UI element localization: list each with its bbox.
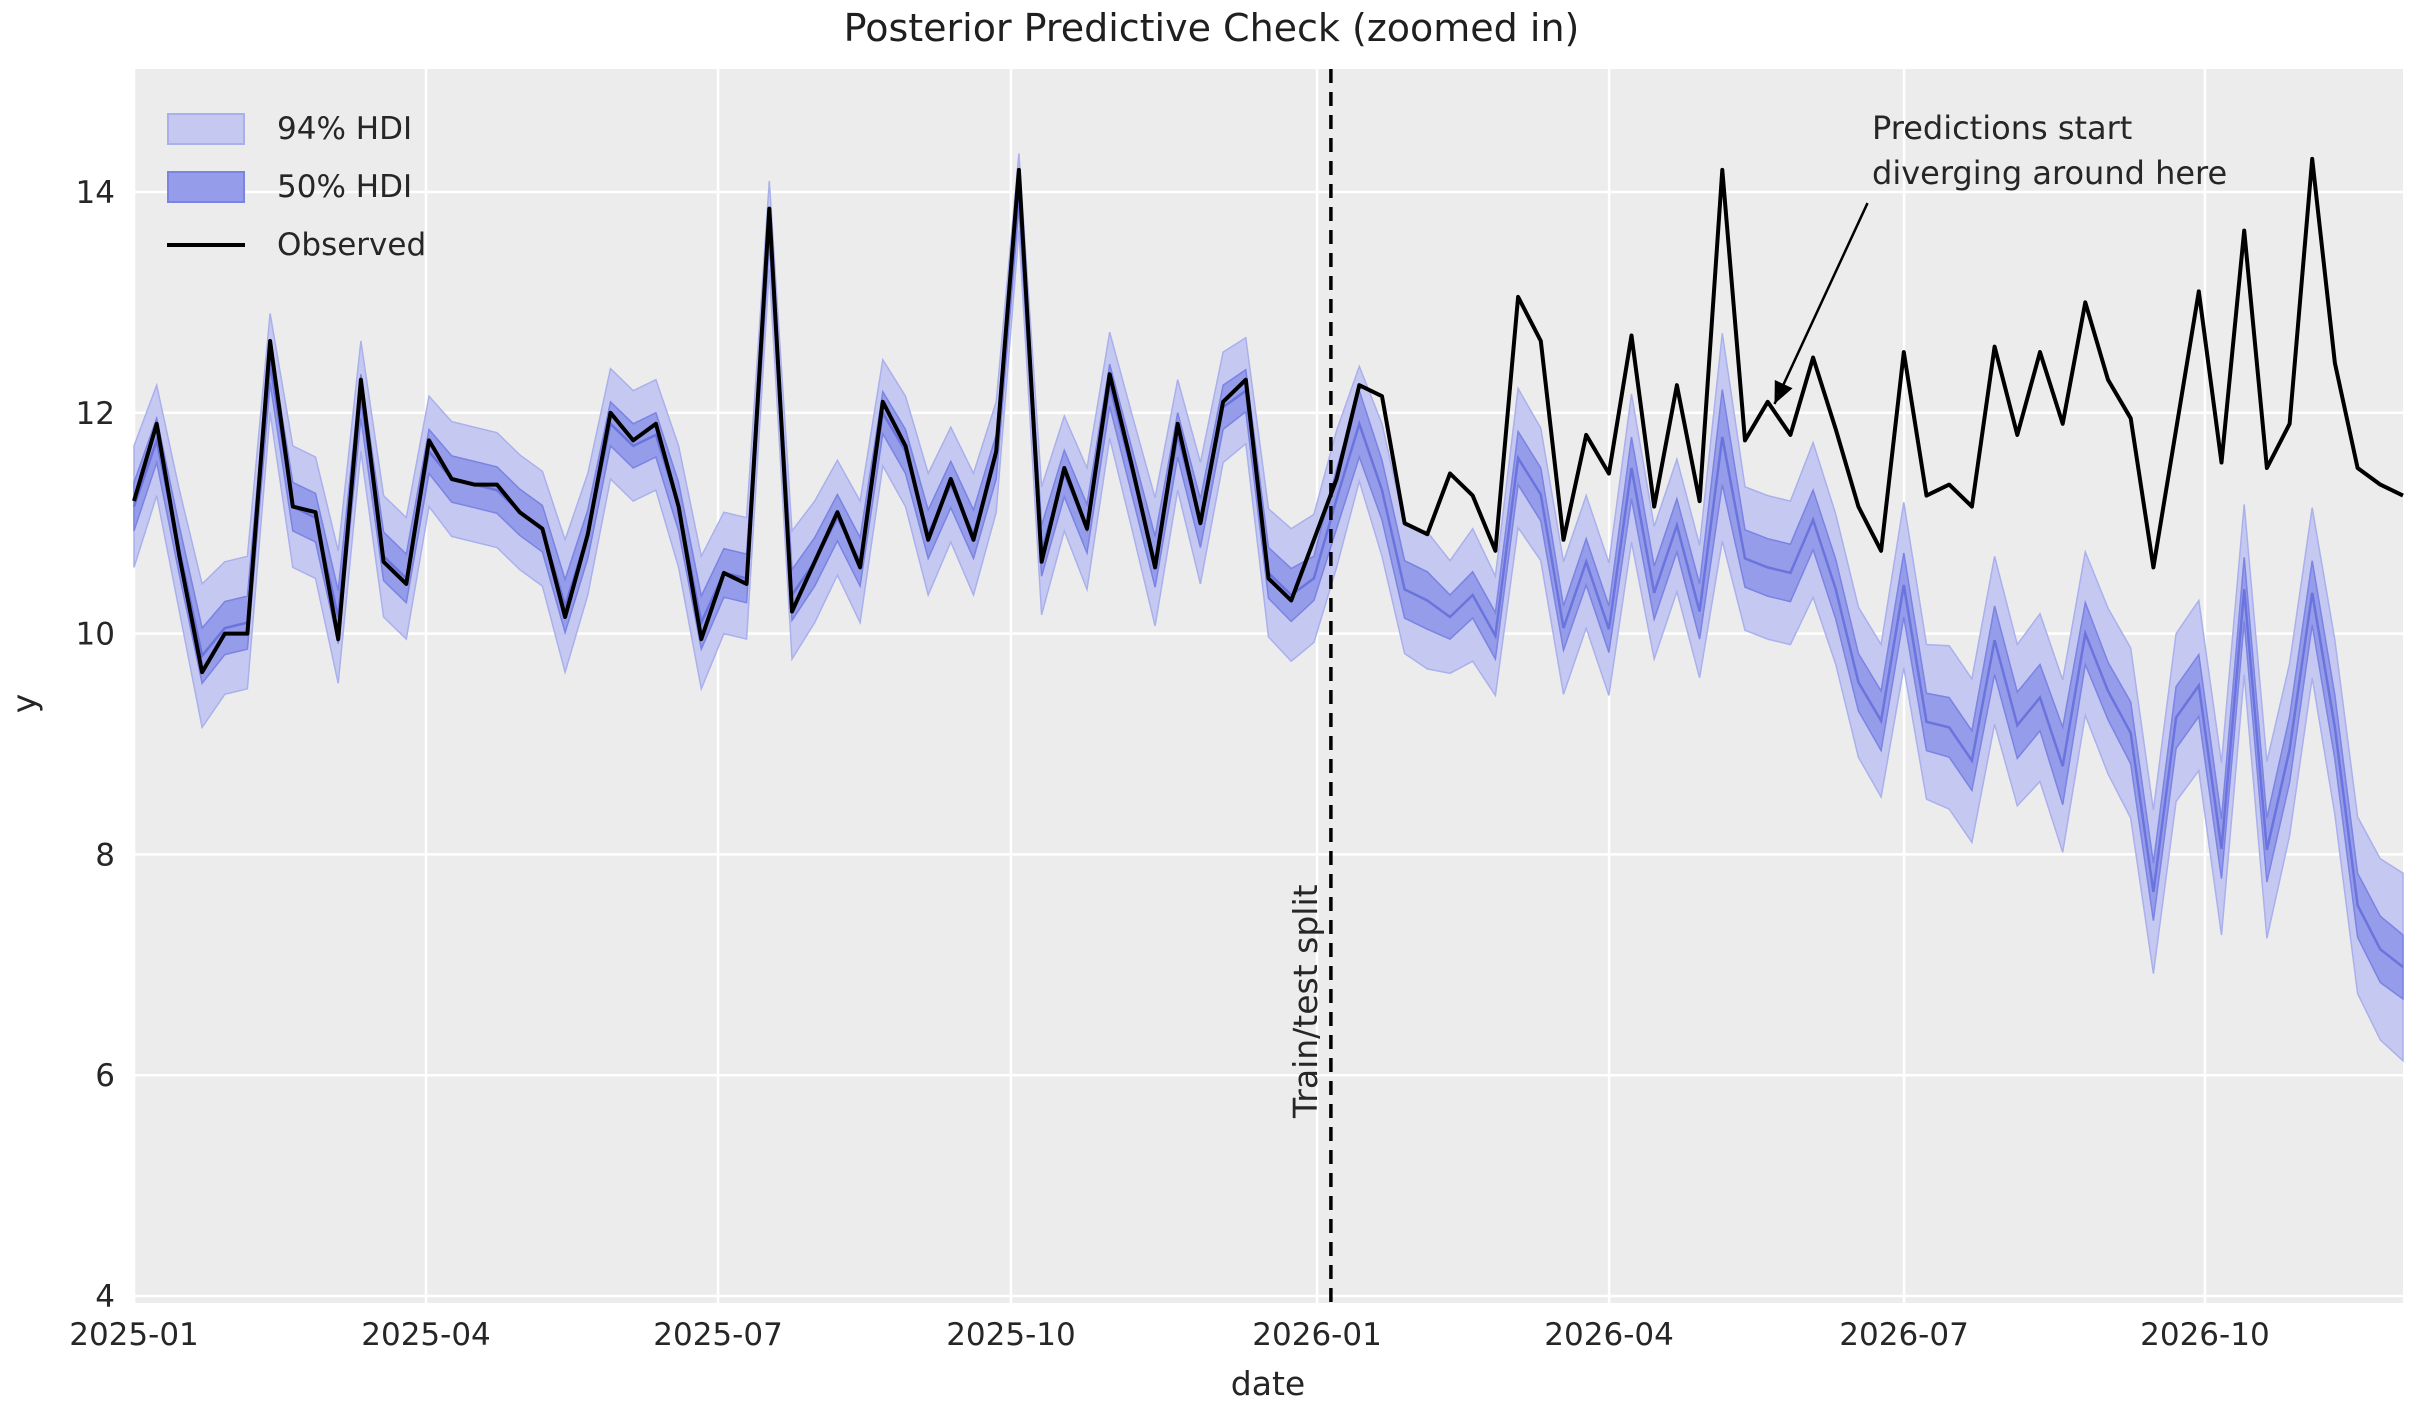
hdi50-swatch-icon	[167, 171, 245, 203]
legend-label: 50% HDI	[277, 168, 413, 205]
x-tick-label: 2026-04	[1544, 1317, 1674, 1353]
x-tick-label: 2026-10	[2140, 1317, 2270, 1353]
observed-line-swatch-icon	[167, 243, 245, 247]
annotation-line2: diverging around here	[1872, 154, 2228, 192]
y-tick-label: 4	[95, 1279, 115, 1315]
annotation-text: Predictions start diverging around here	[1872, 106, 2227, 196]
y-tick-label: 8	[95, 837, 115, 873]
x-tick-label: 2025-04	[361, 1317, 491, 1353]
annotation-line1: Predictions start	[1872, 109, 2133, 147]
chart-title: Posterior Predictive Check (zoomed in)	[843, 6, 1580, 50]
annotation-arrowhead-icon	[1774, 379, 1793, 404]
y-tick-label: 14	[76, 175, 115, 211]
x-tick-label: 2025-01	[69, 1317, 199, 1353]
y-axis-label: y	[4, 693, 44, 714]
legend-item-94-hdi: 94% HDI	[167, 100, 426, 158]
x-tick-label: 2026-07	[1839, 1317, 1969, 1353]
x-tick-label: 2025-07	[653, 1317, 783, 1353]
legend-item-observed: Observed	[167, 216, 426, 274]
hdi94-band	[133, 153, 2404, 1063]
observed-line	[132, 156, 2404, 675]
x-tick-label: 2026-01	[1252, 1317, 1382, 1353]
hdi94-swatch-icon	[167, 113, 245, 145]
y-tick-label: 12	[76, 396, 115, 432]
legend-label: Observed	[277, 226, 427, 263]
legend: 94% HDI 50% HDI Observed	[167, 100, 426, 274]
hdi50-band	[133, 176, 2404, 1001]
y-tick-label: 6	[95, 1058, 115, 1094]
annotation-arrow	[1773, 202, 1869, 405]
y-tick-label: 10	[76, 617, 115, 653]
split-label: Train/test split	[1286, 884, 1325, 1119]
legend-item-50-hdi: 50% HDI	[167, 158, 426, 216]
legend-label: 94% HDI	[277, 110, 413, 147]
x-tick-label: 2025-10	[946, 1317, 1076, 1353]
x-axis-label: date	[1230, 1364, 1306, 1403]
